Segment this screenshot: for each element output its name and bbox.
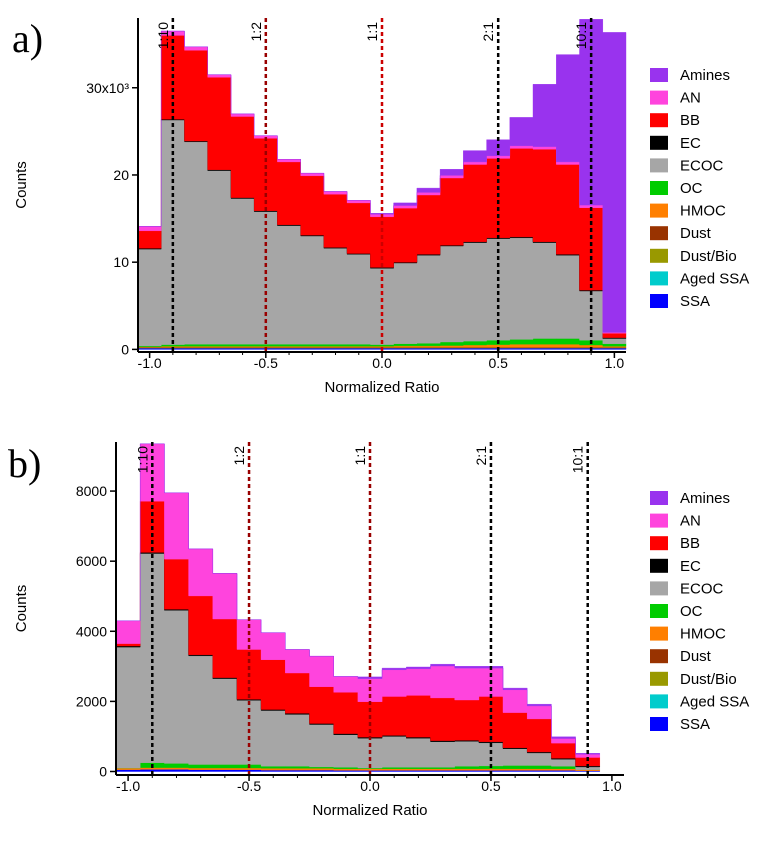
y-tick-label: 0	[121, 341, 129, 357]
legend-swatch	[650, 513, 668, 528]
legend-label: Dust	[680, 648, 712, 665]
stack-layers	[137, 19, 627, 350]
y-axis-title: Counts	[13, 161, 30, 209]
x-tick-label: 1.0	[605, 355, 625, 371]
y-axis-title: Counts	[13, 585, 30, 633]
y-tick-label: 30x10³	[86, 80, 129, 96]
legend-swatch	[650, 558, 668, 573]
legend-label: BB	[680, 112, 700, 129]
legend-label: HMOC	[680, 626, 726, 643]
legend-label: AN	[680, 90, 701, 107]
legend-swatch	[650, 717, 668, 731]
legend-label: SSA	[680, 716, 710, 733]
x-axis-title: Normalized Ratio	[324, 379, 439, 396]
legend-label: HMOC	[680, 203, 726, 220]
legend-label: Amines	[680, 67, 730, 84]
panel-letter: b)	[8, 441, 41, 486]
layer-amines	[138, 19, 627, 333]
x-tick-label: -0.5	[237, 778, 261, 794]
legend: Amines AN BB EC ECOC OC HMOC Dust Dust/Bio Aged S…	[650, 67, 749, 310]
legend-swatch	[650, 181, 668, 195]
legend-label: ECOC	[680, 580, 724, 597]
ratio-label: 10:1	[570, 446, 586, 473]
x-tick-label: 0.0	[360, 778, 380, 794]
ratio-label: 1:2	[231, 446, 247, 466]
legend-swatch	[650, 536, 668, 551]
y-tick-label: 8000	[76, 483, 107, 499]
ratio-label: 1:1	[364, 22, 380, 42]
legend-label: Dust/Bio	[680, 671, 737, 688]
x-tick-label: 0.5	[481, 778, 501, 794]
y-tick-label: 0	[99, 763, 107, 779]
legend-swatch	[650, 158, 668, 173]
legend: Amines AN BB EC ECOC OC HMOC Dust Dust/Bio Aged S…	[650, 490, 749, 733]
legend-label: ECOC	[680, 157, 724, 174]
ratio-label: 2:1	[480, 22, 496, 42]
panel-letter: a)	[12, 16, 43, 61]
ratio-label: 1:2	[248, 22, 264, 42]
x-tick-label: 1.0	[602, 778, 622, 794]
x-tick-label: 0.5	[488, 355, 508, 371]
legend-swatch	[650, 294, 668, 308]
y-tick-label: 10	[113, 254, 129, 270]
legend-label: EC	[680, 558, 701, 575]
x-tick-label: 0.0	[372, 355, 392, 371]
ratio-label: 1:1	[352, 446, 368, 466]
legend-label: Dust/Bio	[680, 248, 737, 265]
legend-swatch	[650, 671, 668, 686]
ratio-label: 1:10	[134, 446, 150, 473]
legend-swatch	[650, 226, 668, 241]
ratio-label: 1:10	[155, 22, 171, 49]
legend-label: EC	[680, 135, 701, 152]
x-tick-label: -1.0	[116, 778, 140, 794]
legend-swatch	[650, 68, 668, 82]
legend-swatch	[650, 135, 668, 150]
legend-label: BB	[680, 535, 700, 552]
legend-label: Amines	[680, 490, 730, 507]
ratio-label: 2:1	[473, 446, 489, 466]
legend-label: AN	[680, 513, 701, 530]
legend-swatch	[650, 271, 668, 286]
panel-1: b) 1:10 1:2 1:1 2:1 10:1 -1.0 -0.5 0.0 0.5 1.0 0 200…	[8, 441, 749, 819]
x-axis-title: Normalized Ratio	[312, 802, 427, 819]
legend-label: OC	[680, 180, 703, 197]
legend-label: Aged SSA	[680, 693, 749, 710]
y-tick-label: 6000	[76, 553, 107, 569]
panel-0: a) 1:10 1:2 1:1 2:1 10:1 -1.0 -0.5 0.0 0.5 1.0 0 10 2…	[12, 16, 749, 396]
legend-swatch	[650, 248, 668, 263]
y-tick-label: 4000	[76, 623, 107, 639]
legend-swatch	[650, 626, 668, 641]
legend-label: SSA	[680, 293, 710, 310]
legend-swatch	[650, 113, 668, 128]
layer-amines	[116, 443, 600, 755]
legend-label: Dust	[680, 225, 712, 242]
stack-layers	[115, 443, 600, 772]
x-tick-label: -1.0	[138, 355, 162, 371]
y-tick-label: 2000	[76, 693, 107, 709]
legend-swatch	[650, 491, 668, 505]
legend-swatch	[650, 581, 668, 596]
legend-swatch	[650, 649, 668, 664]
legend-label: Aged SSA	[680, 270, 749, 287]
y-tick-label: 20	[113, 167, 129, 183]
x-tick-label: -0.5	[254, 355, 278, 371]
legend-swatch	[650, 203, 668, 218]
legend-swatch	[650, 604, 668, 618]
legend-label: OC	[680, 603, 703, 620]
legend-swatch	[650, 90, 668, 105]
ratio-label: 10:1	[573, 22, 589, 49]
legend-swatch	[650, 694, 668, 709]
